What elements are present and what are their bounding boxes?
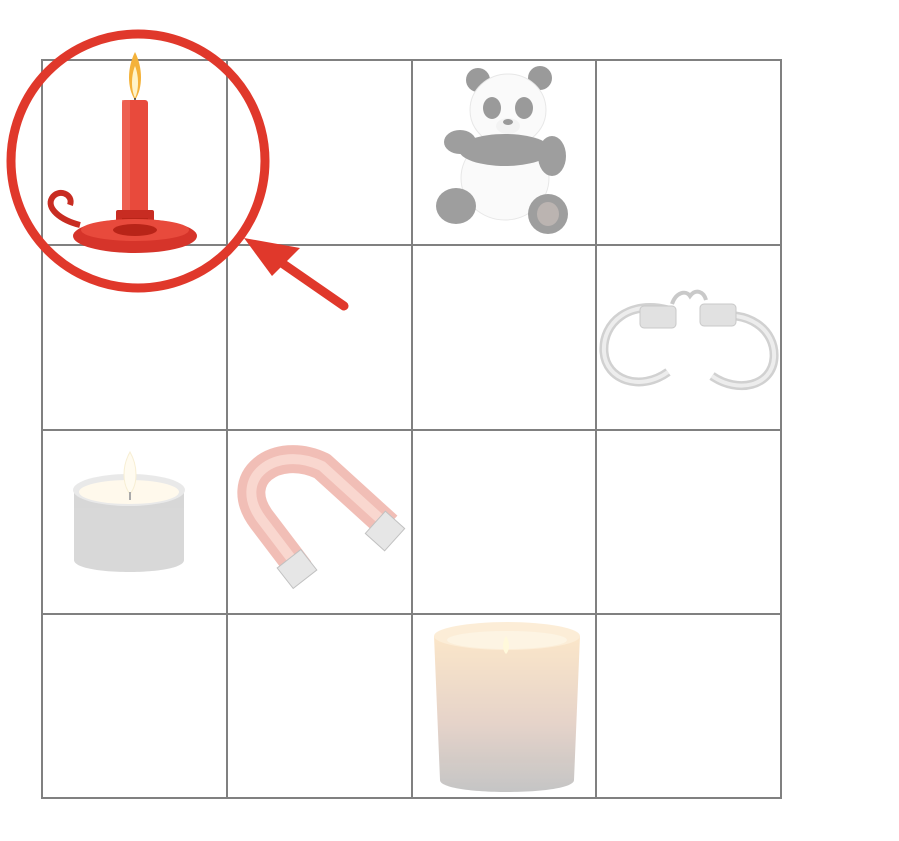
highlight-circle (6, 29, 270, 293)
tealight-candle-icon[interactable] (73, 450, 185, 572)
highlight-annotation (6, 29, 349, 311)
highlight-arrow-head (244, 238, 300, 276)
handcuffs-icon[interactable] (599, 289, 779, 391)
pillar-candle-icon[interactable] (434, 622, 580, 792)
horseshoe-magnet-icon[interactable] (237, 445, 406, 590)
candlestick-icon[interactable] (47, 52, 197, 253)
panda-plush-icon[interactable] (436, 66, 568, 234)
grid-lines (41, 59, 782, 799)
